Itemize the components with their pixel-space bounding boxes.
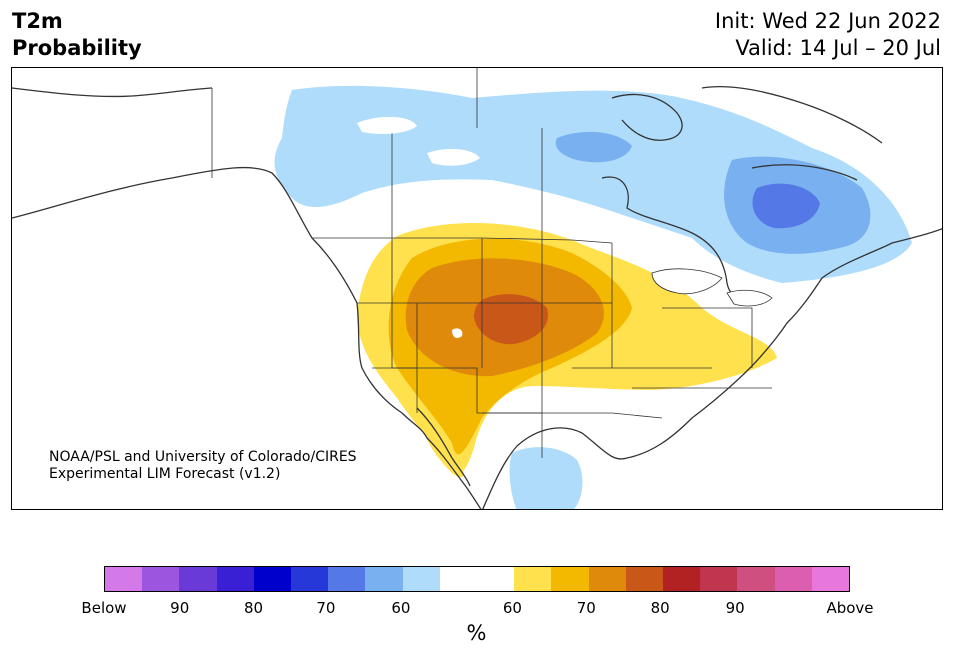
legend-swatch-2: [179, 567, 217, 591]
legend-swatch-10: [477, 567, 515, 591]
great-lakes-erie: [726, 289, 773, 307]
legend-swatch-0: [105, 567, 143, 591]
title-quantity: Probability: [12, 36, 142, 60]
above-60-region-baja: [422, 423, 464, 478]
color-legend-unit: %: [466, 621, 487, 645]
legend-swatch-4: [253, 567, 292, 591]
forecast-dates: Init: Wed 22 Jun 2022 Valid: 14 Jul – 20…: [715, 8, 941, 62]
legend-swatch-14: [625, 567, 664, 591]
init-date: Init: Wed 22 Jun 2022: [714, 9, 941, 33]
legend-swatch-13: [588, 567, 626, 591]
credit-line-2: Experimental LIM Forecast (v1.2): [49, 466, 281, 482]
legend-swatch-11: [514, 567, 552, 591]
above-90-region: [474, 294, 548, 345]
title-variable: T2m: [12, 9, 63, 33]
data-credit: NOAA/PSL and University of Colorado/CIRE…: [49, 449, 357, 483]
great-salt-lake: [452, 328, 463, 338]
below-80-region-quebec: [752, 183, 820, 229]
color-legend: [104, 566, 850, 592]
legend-tick-7: 80: [650, 599, 670, 617]
great-lakes: [651, 268, 723, 295]
legend-swatch-3: [216, 567, 254, 591]
legend-tick-2: 80: [244, 599, 264, 617]
legend-tick-8: 90: [725, 599, 745, 617]
legend-swatch-19: [811, 567, 850, 591]
legend-swatch-1: [142, 567, 180, 591]
legend-tick-6: 70: [576, 599, 596, 617]
legend-swatch-17: [737, 567, 775, 591]
legend-swatch-7: [365, 567, 403, 591]
political-borders: [211, 68, 772, 458]
below-60-region-mexico: [509, 447, 583, 509]
legend-tick-0: Below: [81, 599, 127, 617]
map-canvas: [12, 68, 942, 509]
color-legend-ticks: Below 90 80 70 60 60 70 80 90 Above: [81, 599, 873, 619]
legend-swatch-8: [402, 567, 440, 591]
legend-swatch-16: [700, 567, 738, 591]
map-title: T2m Probability: [12, 8, 142, 62]
legend-swatch-15: [663, 567, 701, 591]
below-70-region-hudson: [555, 131, 632, 163]
legend-tick-5: 60: [502, 599, 522, 617]
inland-lake-canada-2: [427, 148, 480, 166]
legend-swatch-9: [439, 567, 478, 591]
legend-swatch-12: [551, 567, 589, 591]
legend-tick-1: 90: [170, 599, 190, 617]
legend-tick-9: Above: [826, 599, 874, 617]
valid-date: Valid: 14 Jul – 20 Jul: [735, 36, 941, 60]
inland-lake-canada: [357, 116, 417, 134]
legend-tick-4: 60: [391, 599, 411, 617]
legend-swatch-5: [291, 567, 329, 591]
probability-map: [11, 67, 943, 510]
legend-tick-3: 70: [316, 599, 336, 617]
legend-swatch-6: [328, 567, 366, 591]
credit-line-1: NOAA/PSL and University of Colorado/CIRE…: [49, 449, 357, 465]
legend-swatch-18: [774, 567, 812, 591]
